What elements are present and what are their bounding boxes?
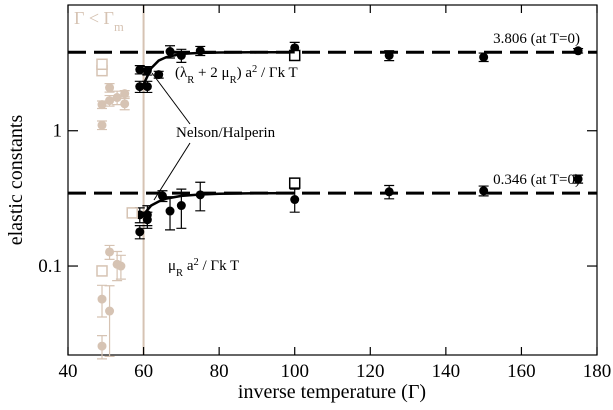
annotation-part: 2 [193,257,198,268]
data-point [384,187,394,197]
annotation-part: R [230,75,237,86]
annotation-part: ) a [237,65,253,81]
data-point [105,306,115,316]
data-point [573,174,583,184]
fit-curve [142,191,295,216]
annotation: μR a2 / Γk T [168,257,239,279]
data-point [97,100,107,110]
data-point [288,177,301,189]
data-point [97,120,107,130]
annotation: (λR + 2 μR) a2 / Γk T [175,64,298,86]
data-point [573,46,583,56]
y-tick-label: 0.1 [38,256,62,277]
fit-curve [142,50,295,85]
data-point [142,215,152,225]
annotation: Nelson/Halperin [176,125,276,141]
data-point [142,82,152,92]
data-point [105,96,115,106]
x-tick-label: 40 [59,361,78,382]
annotation-part: + 2 μ [194,65,229,81]
data-point [288,49,301,62]
error-bar [104,285,115,357]
y-tick-label: 1 [53,121,63,142]
x-tick-label: 180 [583,361,612,382]
data-point [384,50,394,60]
annotation-part: / Γk T [199,258,239,274]
x-tick-label: 100 [280,361,309,382]
data-point [165,206,175,216]
annotation-part: 2 [252,64,257,75]
data-point [97,294,107,304]
x-tick-label: 160 [507,361,536,382]
annotation: Γ < Γm [74,8,124,34]
data-point [135,82,145,92]
pointer [151,72,191,125]
data-point [116,261,126,271]
data-point [135,65,145,75]
annotation-part: R [176,268,183,279]
annotation-part: a [183,258,194,274]
y-axis-label: elastic constants [5,115,27,246]
x-axis-label: inverse temperature (Γ) [238,381,426,403]
data-point [120,89,130,99]
x-tick-label: 120 [356,361,385,382]
data-point [97,341,107,351]
data-point [105,247,115,257]
data-point [96,58,108,71]
data-point [96,265,108,277]
data-point [165,47,175,57]
annotation-part: (λ [175,65,188,81]
data-point [105,83,115,93]
data-point [120,99,130,109]
data-point [479,186,489,196]
data-point [135,227,145,237]
data-point [290,195,300,205]
plot-frame [67,4,598,356]
data-point [479,52,489,62]
data-point [176,201,186,211]
annotation-part: m [114,20,124,34]
pointer [153,142,191,201]
x-tick-label: 80 [210,361,229,382]
annotation-part: Nelson/Halperin [176,125,276,141]
annotation-part: / Γk T [257,65,297,81]
data-point [112,93,122,103]
annotation-part: R [187,75,194,86]
data-point [126,207,138,219]
reference-label: 0.346 (at T=0) [493,172,580,188]
annotation-part: μ [168,258,176,274]
x-tick-label: 140 [432,361,461,382]
data-point [154,70,164,80]
reference-label: 3.806 (at T=0) [493,31,580,47]
x-tick-label: 60 [134,361,153,382]
annotation-part: Γ < Γ [74,8,114,28]
